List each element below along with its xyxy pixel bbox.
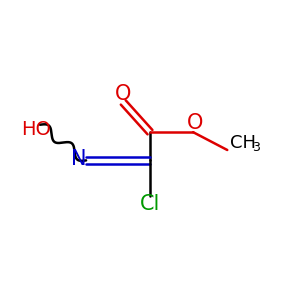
Text: N: N [71,149,86,169]
Text: 3: 3 [252,141,260,154]
Text: HO: HO [21,120,50,139]
Text: CH: CH [230,134,256,152]
Text: O: O [115,83,131,103]
Text: O: O [186,113,203,133]
Text: Cl: Cl [140,194,160,214]
